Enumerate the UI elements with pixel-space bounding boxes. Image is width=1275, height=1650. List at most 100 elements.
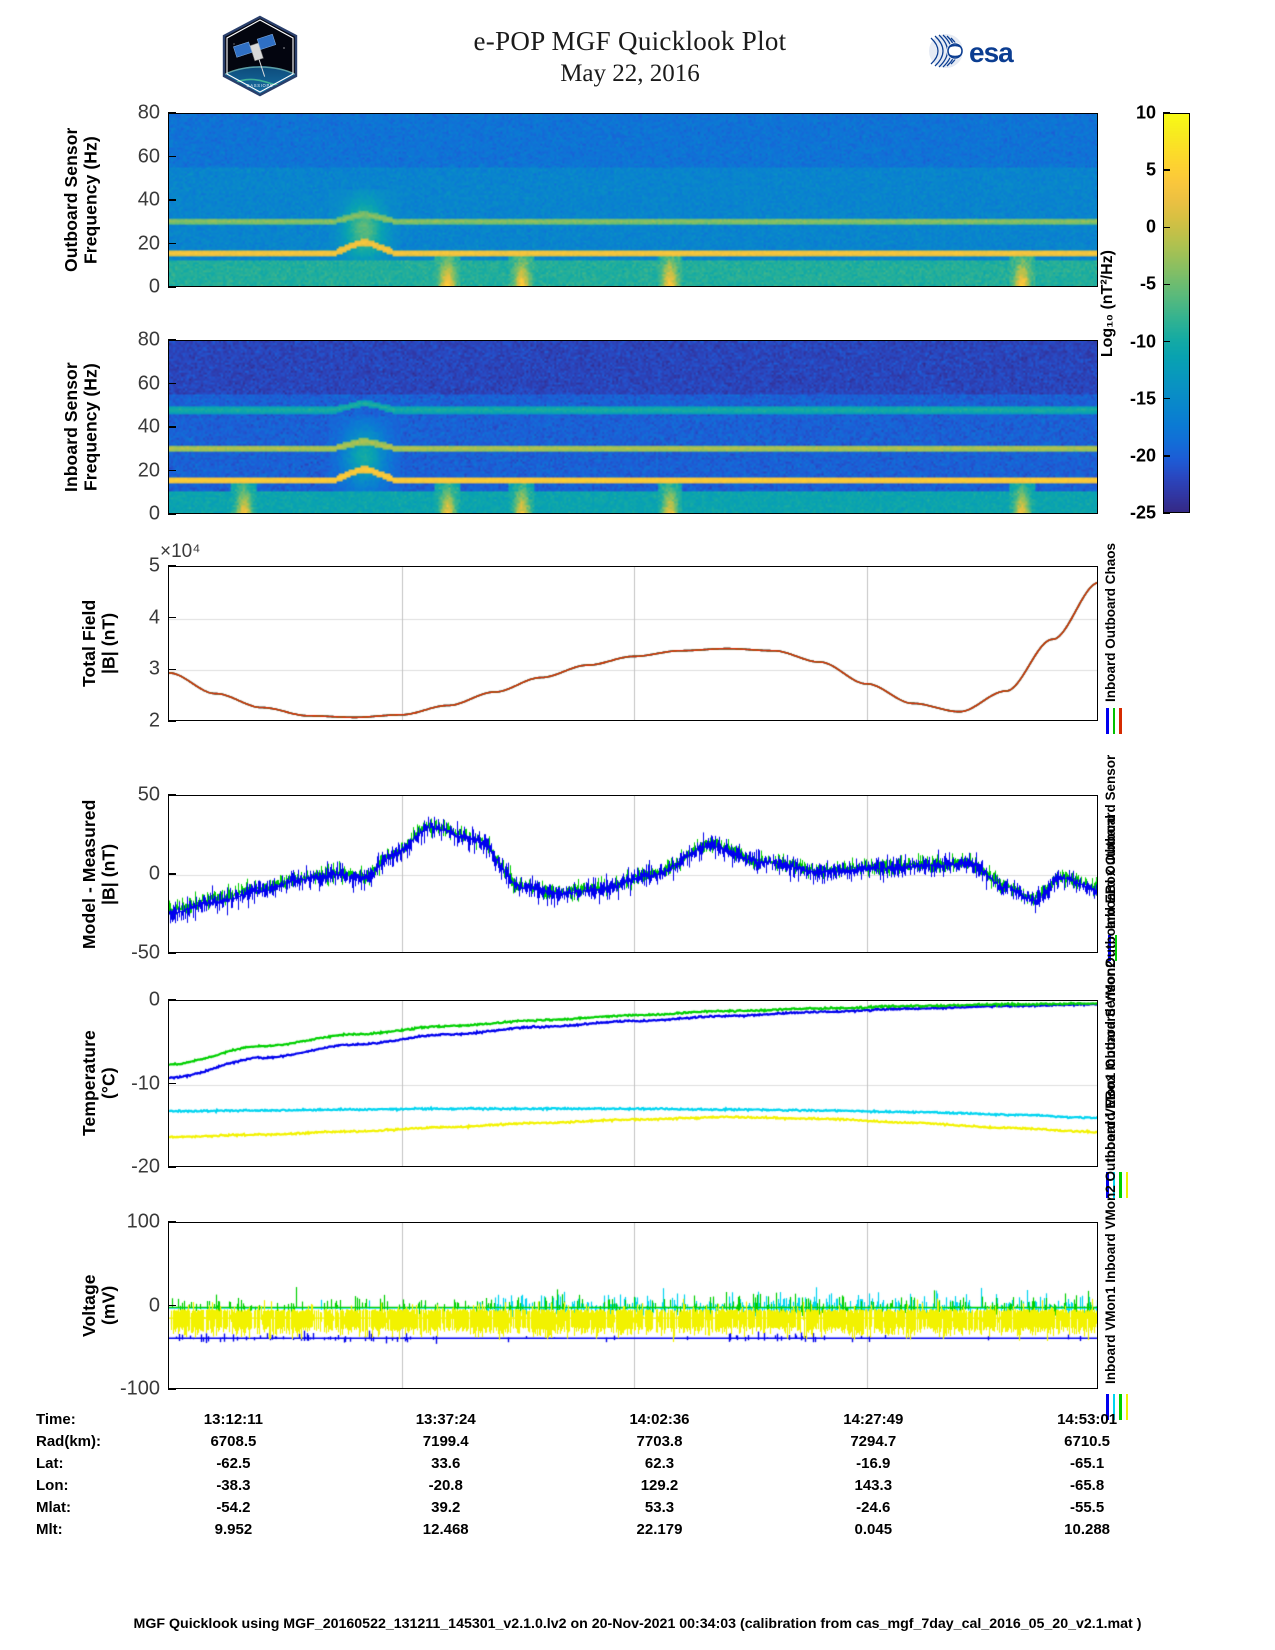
y-tick-label: 20 xyxy=(137,459,160,481)
table-row: Lon: -38.3 -20.8 129.2 143.3 -65.8 xyxy=(34,1474,1194,1496)
colorbar-tick-label: -10 xyxy=(1129,331,1156,352)
legend-color-swatch xyxy=(1112,1172,1115,1198)
inboard-spectrogram-image xyxy=(169,341,1097,513)
y-tick-label: -100 xyxy=(119,1377,160,1400)
y-tick-label: 100 xyxy=(126,1210,160,1233)
y-tick-label: 80 xyxy=(137,101,160,124)
colorbar-tick-mark xyxy=(1163,398,1170,400)
info-cell-value: -16.9 xyxy=(856,1454,891,1472)
info-row-label: Mlt: xyxy=(36,1520,63,1538)
info-cell-value: -24.6 xyxy=(856,1498,891,1516)
legend-color-swatch xyxy=(1106,1172,1109,1198)
info-cell-value: 22.179 xyxy=(636,1520,683,1538)
colorbar-tick-mark xyxy=(1163,112,1170,114)
colorbar-gradient xyxy=(1164,114,1189,512)
y-tick-mark xyxy=(168,199,176,201)
esa-wordmark: esa xyxy=(969,37,1014,68)
inboard-spec-axes xyxy=(168,340,1098,514)
panel-total-field: Total Field |B| (nT) ×10⁴ 2 3 4 5 Inboard O… xyxy=(0,541,1275,734)
total-field-legend-swatches xyxy=(1106,708,1122,734)
colorbar-tick-mark xyxy=(1163,455,1170,457)
colorbar-tick-mark xyxy=(1163,226,1170,228)
y-tick-mark xyxy=(168,513,176,515)
temperature-legend-swatches xyxy=(1106,1172,1128,1198)
y-tick-label: 40 xyxy=(137,415,160,438)
y-tick-mark xyxy=(168,382,176,385)
info-row-label: Time: xyxy=(36,1410,76,1428)
info-cell-value: -65.8 xyxy=(1069,1476,1105,1494)
total-field-legend-labels: Inboard Outboard Chaos xyxy=(1103,542,1118,702)
y-tick-mark xyxy=(168,426,176,428)
outboard-spec-axes xyxy=(168,113,1098,287)
panel-outboard-spectrogram: Outboard Sensor Frequency (Hz) 0 20 40 60 80 xyxy=(0,102,1275,298)
y-tick-label: 0 xyxy=(148,988,160,1011)
patch-label: CASSIOPE xyxy=(246,83,273,88)
panel-voltage: Voltage (mV) 100 0 -100 Inboard VMon1 Inbo… xyxy=(0,960,1275,1420)
colorbar-tick-label: 0 xyxy=(1145,216,1156,237)
legend-color-swatch xyxy=(1119,1172,1122,1198)
colorbar-tick-mark xyxy=(1163,283,1170,286)
y-tick-label: 80 xyxy=(137,328,160,351)
info-cell-value: 6710.5 xyxy=(1064,1432,1111,1450)
title-subtitle-text: May 22, 2016 xyxy=(560,59,700,87)
y-tick-label: 0 xyxy=(148,1294,160,1316)
total-field-ylabel: Total Field |B| (nT) xyxy=(79,599,119,688)
legend-color-swatch xyxy=(1114,935,1117,961)
info-cell-value: 6708.5 xyxy=(210,1432,257,1450)
info-cell-value: -54.2 xyxy=(216,1498,251,1516)
legend-color-swatch xyxy=(1106,1394,1109,1420)
y-tick-label: 3 xyxy=(148,657,160,680)
y-tick-label: -50 xyxy=(131,941,160,964)
legend-color-swatch xyxy=(1125,1172,1128,1198)
y-tick-label: 50 xyxy=(137,783,160,806)
y-tick-mark xyxy=(168,794,176,796)
colorbar-tick-mark xyxy=(1163,512,1170,514)
info-row-label: Mlat: xyxy=(36,1498,71,1516)
outboard-spectrogram-image xyxy=(169,114,1097,286)
table-row: Lat: -62.5 33.6 62.3 -16.9 -65.1 xyxy=(34,1452,1194,1474)
page-header: CASSIOPE e-POP MGF Quicklook Plot May 22… xyxy=(0,0,1275,108)
info-cell-value: 14:27:49 xyxy=(843,1410,904,1428)
info-row-label: Lat: xyxy=(36,1454,64,1472)
y-tick-mark xyxy=(168,616,176,619)
y-tick-mark xyxy=(168,1166,176,1168)
esa-logo-icon: esa xyxy=(925,30,1040,72)
panel-temperature: Temperature (°C) 0 -10 -20 Inboard EBox In… xyxy=(0,755,1275,1198)
y-tick-mark xyxy=(168,873,176,875)
legend-color-swatch xyxy=(1106,708,1109,734)
y-tick-mark xyxy=(168,286,176,288)
y-tick-label: 40 xyxy=(137,188,160,211)
info-cell-value: 53.3 xyxy=(644,1498,675,1516)
title-main-text: e-POP MGF Quicklook Plot xyxy=(473,26,787,56)
panel-inboard-spectrogram: Inboard Sensor Frequency (Hz) 0 20 40 60 80 xyxy=(0,329,1275,525)
voltage-axes xyxy=(168,1222,1098,1389)
y-tick-mark xyxy=(168,112,176,114)
y-tick-label: 2 xyxy=(148,709,160,732)
info-cell-value: 143.3 xyxy=(854,1476,893,1494)
table-row: Mlt: 9.952 12.468 22.179 0.045 10.288 xyxy=(34,1518,1194,1540)
orbit-info-table: Time: 13:12:11 13:37:24 14:02:36 14:27:49 14:… xyxy=(0,1408,1275,1540)
colorbar-tick-label: 5 xyxy=(1145,159,1156,180)
voltage-legend-swatches xyxy=(1106,1394,1128,1420)
legend-color-swatch xyxy=(1112,708,1115,734)
info-cell-value: 129.2 xyxy=(640,1476,679,1494)
legend-color-swatch xyxy=(1119,1394,1122,1420)
info-cell-value: 62.3 xyxy=(644,1454,675,1472)
total-field-axes xyxy=(168,566,1098,721)
info-cell-value: 9.952 xyxy=(214,1520,253,1538)
colorbar xyxy=(1163,113,1190,513)
info-cell-value: 7294.7 xyxy=(850,1432,897,1450)
colorbar-tick-label: -25 xyxy=(1129,502,1156,523)
y-tick-label: -20 xyxy=(131,1155,160,1178)
total-field-exponent: ×10⁴ xyxy=(160,541,201,562)
info-row-label: Lon: xyxy=(36,1476,69,1494)
y-tick-label: 60 xyxy=(137,372,160,394)
table-row: Rad(km): 6708.5 7199.4 7703.8 7294.7 6710.5 xyxy=(34,1430,1194,1452)
info-row-label: Rad(km): xyxy=(36,1432,102,1450)
footer-provenance-text: MGF Quicklook using MGF_20160522_131211_… xyxy=(133,1616,1142,1632)
y-tick-label: 20 xyxy=(137,232,160,254)
y-tick-mark xyxy=(168,242,176,245)
info-cell-value: 7199.4 xyxy=(422,1432,469,1450)
cassiope-mission-patch-icon: CASSIOPE xyxy=(218,14,302,98)
